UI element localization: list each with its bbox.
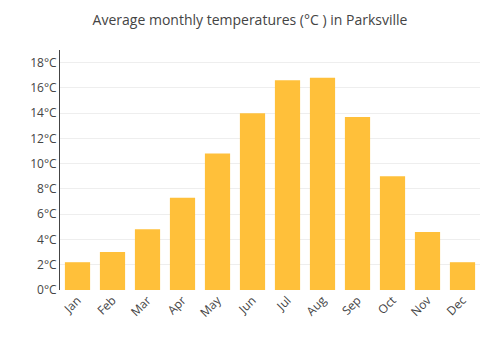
svg-text:Nov: Nov (407, 292, 435, 320)
svg-text:Dec: Dec (443, 292, 470, 319)
svg-text:Average monthly temperatures (: Average monthly temperatures (°C ) in Pa… (93, 10, 408, 29)
svg-text:14°C: 14°C (30, 104, 57, 121)
svg-text:May: May (196, 291, 225, 320)
svg-text:16°C: 16°C (30, 79, 57, 96)
svg-text:Mar: Mar (127, 292, 155, 320)
svg-text:Jan: Jan (60, 292, 85, 317)
svg-text:18°C: 18°C (30, 54, 57, 71)
svg-text:12°C: 12°C (30, 130, 57, 147)
svg-text:8°C: 8°C (37, 180, 57, 197)
svg-text:Apr: Apr (164, 292, 190, 318)
svg-text:2°C: 2°C (37, 256, 57, 273)
svg-text:Oct: Oct (374, 292, 400, 318)
svg-text:Aug: Aug (302, 292, 330, 320)
svg-text:Feb: Feb (93, 292, 119, 318)
svg-text:Jul: Jul (272, 292, 294, 314)
svg-text:4°C: 4°C (37, 231, 57, 248)
svg-text:Jun: Jun (234, 292, 259, 317)
svg-text:0°C: 0°C (37, 281, 57, 298)
svg-text:Sep: Sep (338, 292, 365, 319)
svg-text:10°C: 10°C (30, 155, 57, 172)
svg-text:6°C: 6°C (37, 205, 57, 222)
